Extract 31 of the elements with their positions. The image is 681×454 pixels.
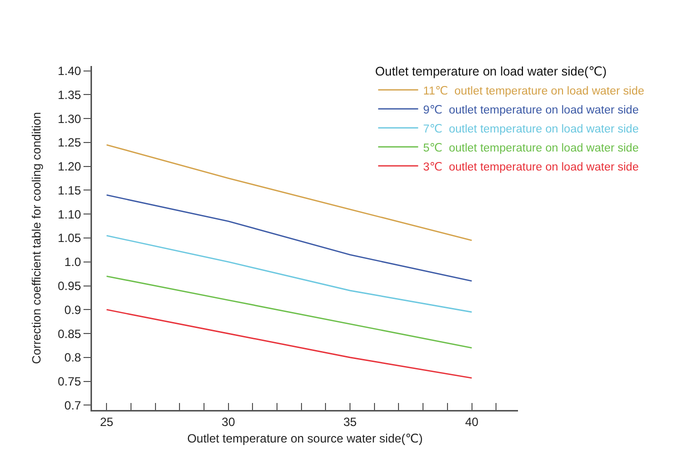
y-tick-label: 0.75: [58, 374, 82, 389]
y-tick-label: 1.25: [58, 136, 82, 150]
x-tick-label: 25: [100, 414, 114, 429]
y-tick-label: 1.0: [64, 255, 82, 270]
y-tick-label: 0.9: [64, 302, 82, 317]
legend-label: 11℃ outlet temperature on load water side: [423, 85, 644, 98]
y-tick-label: 0.8: [64, 350, 82, 365]
line-series: [106, 309, 472, 379]
y-tick-label: 1.10: [58, 207, 82, 222]
legend-label: 7℃ outlet temperature on load water side: [423, 123, 639, 136]
line-series: [106, 276, 472, 349]
x-tick-label: 35: [343, 414, 358, 429]
y-axis-title: Correction coefficient table for cooling condition: [29, 112, 44, 364]
y-tick-label: 0.85: [58, 326, 82, 341]
x-tick-label: 40: [465, 414, 479, 429]
line-series: [106, 194, 472, 282]
y-tick-label: 0.95: [58, 278, 82, 293]
y-tick-label: 0.7: [64, 398, 82, 412]
x-axis-title: Outlet temperature on source water side(℃): [187, 432, 423, 446]
y-tick-label: 1.30: [58, 112, 82, 126]
line-series: [106, 234, 472, 313]
legend-label: 3℃ outlet temperature on load water side: [423, 161, 639, 174]
legend-title: Outlet temperature on load water side(℃): [375, 64, 607, 78]
y-tick-label: 1.05: [58, 231, 82, 246]
y-tick-label: 1.20: [58, 160, 82, 174]
y-tick-label: 1.35: [58, 88, 82, 102]
y-tick-label: 1.15: [58, 183, 82, 198]
legend-label: 5℃ outlet temperature on load water side: [423, 142, 639, 154]
legend-label: 9℃ outlet temperature on load water side: [423, 104, 639, 116]
x-tick-label: 30: [222, 414, 236, 429]
y-tick-label: 1.40: [58, 64, 82, 78]
